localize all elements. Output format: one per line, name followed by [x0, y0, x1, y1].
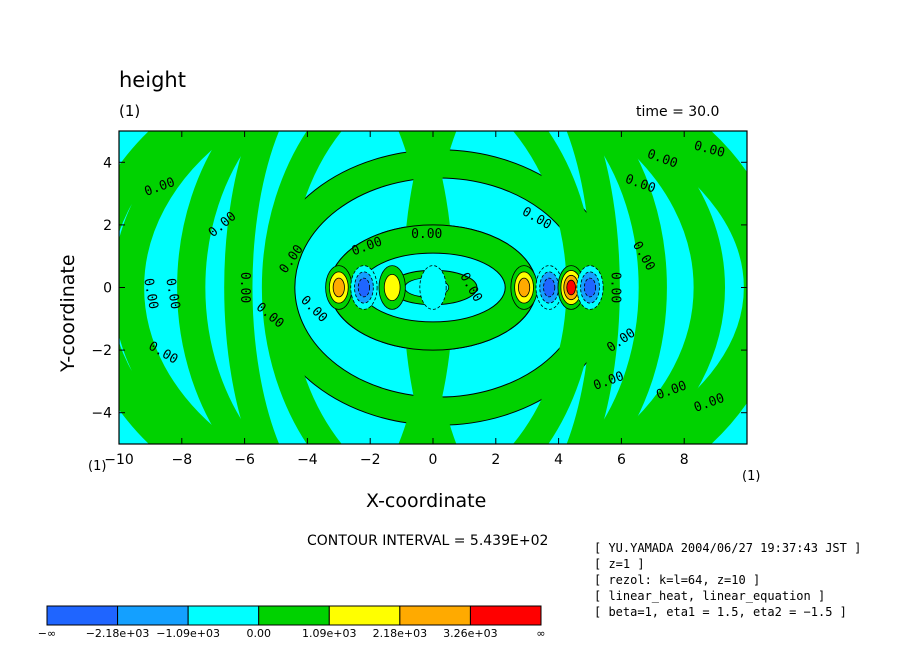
- colorbar-tick-label: 1.09e+03: [302, 627, 356, 640]
- metadata-line: [ linear_heat, linear_equation ]: [594, 589, 826, 603]
- time-label: time = 30.0: [636, 104, 720, 120]
- x-tick-label: −4: [297, 452, 318, 468]
- x-tick-label: −8: [171, 452, 192, 468]
- colorbar-tick-label: 2.18e+03: [373, 627, 427, 640]
- colorbar-tick-label: −∞: [38, 627, 56, 640]
- positive-bands: [119, 131, 747, 444]
- feature-contour: [332, 277, 345, 298]
- y-unit-label: (1): [88, 459, 107, 474]
- x-tick-label: −6: [234, 452, 255, 468]
- metadata-line: [ YU.YAMADA 2004/06/27 19:37:43 JST ]: [594, 541, 862, 555]
- feature-contour: [383, 273, 401, 302]
- colorbar-tick-label: ∞: [536, 627, 545, 640]
- contour-label: 0.00: [237, 272, 252, 303]
- feature-contour: [518, 277, 531, 298]
- contour-label: 0.00: [608, 272, 623, 303]
- colorbar-segment: [187, 605, 260, 626]
- contour-label: 0.00: [162, 277, 182, 310]
- x-tick-label: 0: [429, 452, 438, 468]
- colorbar-tick-label: −1.09e+03: [156, 627, 220, 640]
- title-index-label: (1): [119, 102, 141, 120]
- x-tick-label: 4: [554, 452, 563, 468]
- metadata-line: [ rezol: k=l=64, z=10 ]: [594, 573, 761, 587]
- x-tick-label: 8: [680, 452, 689, 468]
- feature-contour: [357, 277, 370, 298]
- contour-label: 0.00: [140, 277, 160, 310]
- wave-features: [325, 265, 604, 310]
- x-tick-label: 6: [617, 452, 626, 468]
- metadata-box: [ YU.YAMADA 2004/06/27 19:37:43 JST ] [ …: [594, 541, 861, 621]
- colorbar-segment: [117, 605, 189, 626]
- y-tick-label: −2: [91, 343, 112, 359]
- colorbar-segment: [469, 605, 542, 626]
- green-band: [261, 131, 667, 444]
- y-tick-label: 4: [103, 155, 112, 171]
- colorbar-segment: [258, 605, 330, 626]
- x-tick-label: −10: [104, 452, 134, 468]
- green-band: [119, 131, 725, 444]
- colorbar-tick-label: −2.18e+03: [86, 627, 150, 640]
- metadata-line: [ beta=1, eta1 = 1.5, eta2 = −1.5 ]: [594, 605, 847, 619]
- x-unit-label: (1): [742, 469, 761, 484]
- colorbar-segment: [399, 605, 471, 626]
- colorbar-tick-label: 0.00: [246, 627, 271, 640]
- plot-title: height: [119, 68, 186, 92]
- colorbar-segment: [328, 605, 401, 626]
- colorbar-tick-label: 3.26e+03: [443, 627, 497, 640]
- feature-contour: [419, 265, 447, 310]
- y-tick-label: −4: [91, 406, 112, 422]
- y-tick-label: 2: [103, 218, 112, 234]
- metadata-line: [ z=1 ]: [594, 557, 645, 571]
- x-tick-label: 2: [491, 452, 500, 468]
- x-axis-label: X-coordinate: [366, 490, 487, 512]
- x-axis-ticks: −10 −8 −6 −4 −2 0 2 4 6 8: [104, 131, 689, 468]
- colorbar: −∞ −2.18e+03 −1.09e+03 0.00 1.09e+03 2.18e+03…: [38, 605, 546, 640]
- y-axis-label: Y-coordinate: [57, 254, 79, 372]
- x-tick-label: −2: [360, 452, 381, 468]
- feature-contour: [583, 277, 597, 298]
- feature-contour: [566, 279, 576, 296]
- feature-contour: [543, 277, 556, 298]
- contour-label: 0.00: [411, 227, 442, 242]
- green-band: [119, 131, 747, 444]
- y-axis-ticks: −4 −2 0 2 4: [91, 155, 747, 422]
- colorbar-segment: [46, 605, 119, 626]
- contour-interval-label: CONTOUR INTERVAL = 5.439E+02: [307, 533, 549, 549]
- y-tick-label: 0: [103, 281, 112, 297]
